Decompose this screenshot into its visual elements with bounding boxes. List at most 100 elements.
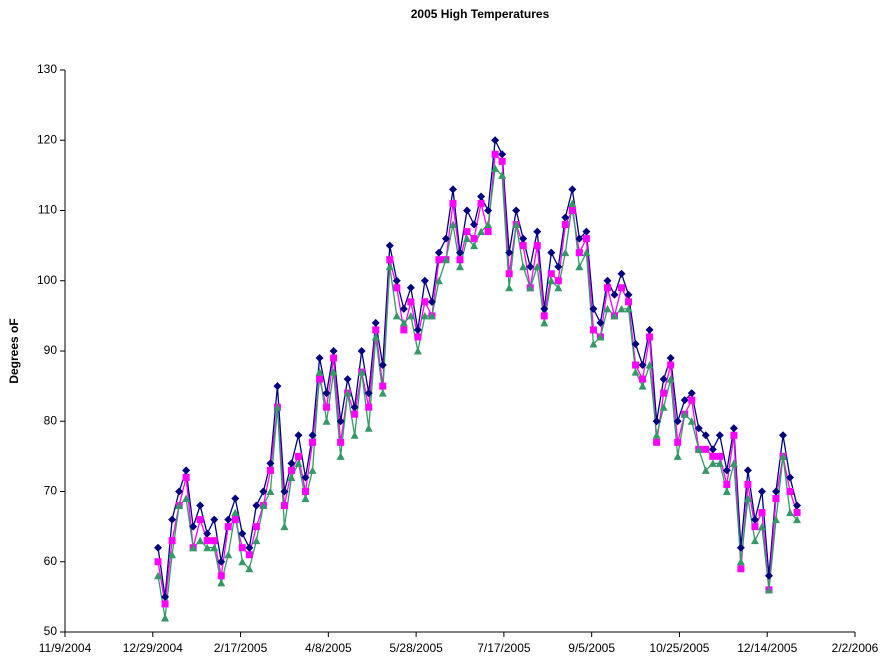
triangle-marker bbox=[638, 382, 647, 390]
diamond-marker bbox=[385, 241, 394, 250]
triangle-marker bbox=[568, 199, 577, 207]
x-tick-label: 4/8/2005 bbox=[305, 641, 352, 655]
triangle-marker bbox=[287, 473, 296, 481]
diamond-marker bbox=[526, 262, 535, 271]
diamond-marker bbox=[224, 515, 233, 524]
square-marker bbox=[252, 523, 260, 531]
diamond-marker bbox=[287, 459, 296, 468]
triangle-marker bbox=[624, 304, 633, 313]
square-marker bbox=[266, 466, 274, 474]
diamond-marker bbox=[736, 543, 745, 552]
square-marker bbox=[582, 235, 590, 243]
diamond-marker bbox=[294, 431, 303, 440]
square-marker bbox=[505, 270, 513, 278]
diamond-marker bbox=[729, 424, 738, 433]
triangle-marker bbox=[273, 403, 282, 411]
square-marker bbox=[589, 326, 597, 334]
square-marker bbox=[210, 537, 218, 545]
diamond-marker bbox=[357, 347, 366, 355]
triangle-marker bbox=[357, 368, 366, 376]
diamond-marker bbox=[217, 557, 226, 566]
triangle-marker bbox=[779, 452, 788, 460]
triangle-marker bbox=[772, 515, 780, 524]
triangle-marker bbox=[238, 557, 247, 566]
square-marker bbox=[554, 277, 562, 285]
diamond-marker bbox=[336, 417, 345, 426]
triangle-marker bbox=[512, 220, 521, 229]
triangle-marker bbox=[343, 389, 352, 397]
triangle-marker bbox=[175, 501, 184, 510]
y-tick-label: 100 bbox=[37, 273, 57, 287]
triangle-marker bbox=[371, 332, 380, 341]
diamond-marker bbox=[448, 185, 457, 194]
y-axis-label: Degrees oF bbox=[7, 318, 21, 383]
diamond-marker bbox=[582, 227, 591, 236]
square-marker bbox=[224, 523, 232, 531]
diamond-marker bbox=[161, 592, 170, 601]
diamond-marker bbox=[603, 276, 612, 285]
square-marker bbox=[287, 466, 295, 474]
triangle-marker bbox=[673, 452, 682, 460]
triangle-marker bbox=[203, 543, 212, 552]
triangle-marker bbox=[645, 361, 654, 369]
diamond-marker bbox=[484, 206, 493, 215]
triangle-marker bbox=[217, 578, 226, 587]
diamond-marker bbox=[680, 396, 689, 405]
triangle-marker bbox=[434, 276, 443, 285]
triangle-marker bbox=[764, 585, 773, 594]
diamond-marker bbox=[364, 389, 373, 398]
triangle-marker bbox=[652, 431, 661, 439]
diamond-marker bbox=[210, 515, 219, 524]
triangle-marker bbox=[378, 389, 387, 397]
triangle-marker bbox=[561, 248, 570, 257]
diamond-marker bbox=[743, 466, 752, 475]
diamond-marker bbox=[154, 543, 163, 552]
square-marker bbox=[625, 298, 633, 306]
square-marker bbox=[379, 382, 387, 390]
diamond-marker bbox=[315, 354, 324, 363]
chart-title: 2005 High Temperatures bbox=[411, 7, 550, 21]
triangle-marker bbox=[750, 536, 759, 545]
diamond-marker bbox=[175, 487, 184, 496]
triangle-marker bbox=[189, 543, 198, 552]
triangle-marker bbox=[786, 508, 795, 517]
triangle-marker bbox=[743, 494, 752, 503]
y-tick-label: 90 bbox=[44, 343, 58, 357]
triangle-marker bbox=[533, 262, 542, 271]
square-marker bbox=[575, 249, 583, 257]
diamond-marker bbox=[463, 206, 472, 215]
square-marker bbox=[470, 235, 478, 243]
diamond-marker bbox=[793, 501, 802, 510]
diamond-marker bbox=[329, 347, 338, 355]
square-marker bbox=[751, 523, 759, 531]
diamond-marker bbox=[203, 529, 212, 538]
triangle-marker bbox=[308, 466, 317, 474]
square-marker bbox=[568, 207, 576, 214]
x-tick-label: 5/28/2005 bbox=[389, 641, 443, 655]
square-marker bbox=[330, 354, 338, 362]
triangle-marker bbox=[596, 332, 605, 341]
triangle-marker bbox=[477, 227, 486, 236]
triangle-marker bbox=[603, 304, 612, 313]
diamond-marker bbox=[786, 473, 795, 482]
square-marker bbox=[449, 199, 457, 207]
square-marker bbox=[231, 516, 239, 524]
square-marker bbox=[702, 445, 710, 453]
triangle-marker bbox=[715, 459, 724, 467]
series-line bbox=[157, 166, 798, 619]
y-tick-label: 130 bbox=[37, 62, 57, 76]
diamond-marker bbox=[764, 571, 773, 580]
diamond-marker bbox=[659, 375, 668, 384]
diamond-marker bbox=[722, 466, 731, 475]
diamond-marker bbox=[399, 304, 408, 313]
square-marker bbox=[168, 537, 176, 545]
triangle-marker bbox=[441, 255, 450, 264]
diamond-marker bbox=[441, 234, 450, 243]
square-marker bbox=[477, 199, 485, 207]
square-marker bbox=[203, 537, 211, 545]
diamond-marker bbox=[568, 185, 577, 194]
diamond-marker bbox=[715, 431, 724, 440]
triangle-marker bbox=[427, 311, 436, 320]
square-marker bbox=[414, 333, 422, 341]
